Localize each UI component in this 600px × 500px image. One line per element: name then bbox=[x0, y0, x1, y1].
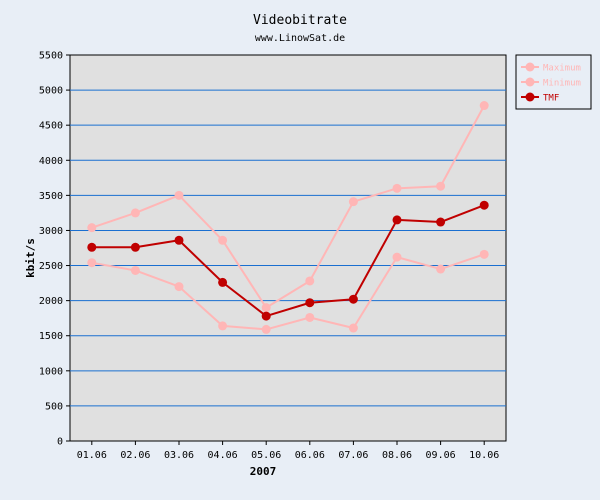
x-tick-label: 01.06 bbox=[77, 450, 107, 461]
plot-area bbox=[69, 54, 507, 442]
x-tick-label: 06.06 bbox=[295, 450, 325, 461]
data-point bbox=[218, 235, 228, 245]
data-point bbox=[436, 217, 446, 227]
x-axis-title: 2007 bbox=[250, 465, 277, 478]
data-point bbox=[130, 208, 140, 218]
series-layer bbox=[87, 101, 489, 334]
y-tick-label: 0 bbox=[57, 437, 63, 448]
legend-swatch-marker bbox=[525, 77, 535, 87]
series-tmf bbox=[87, 200, 489, 321]
legend-label: TMF bbox=[543, 94, 559, 104]
data-point bbox=[348, 197, 358, 207]
y-axis-title: kbit/s bbox=[24, 238, 37, 278]
data-point bbox=[348, 294, 358, 304]
data-point bbox=[87, 258, 97, 268]
data-point bbox=[218, 277, 228, 287]
data-point bbox=[479, 101, 489, 111]
data-point bbox=[392, 183, 402, 193]
series-line bbox=[91, 253, 485, 331]
legend: Maximum Minimum TMF bbox=[515, 54, 592, 110]
data-point bbox=[436, 264, 446, 274]
legend-swatch-marker bbox=[525, 62, 535, 72]
x-tick-label: 05.06 bbox=[251, 450, 281, 461]
y-tick-label: 2000 bbox=[39, 296, 63, 307]
data-point bbox=[218, 321, 228, 331]
x-tick-label: 10.06 bbox=[469, 450, 499, 461]
x-axis-ticks: 01.06 02.06 03.06 04.06 05.06 06.06 07.06 08.06… bbox=[77, 441, 499, 461]
data-point bbox=[305, 276, 315, 286]
data-point bbox=[348, 323, 358, 333]
data-point bbox=[479, 249, 489, 259]
data-point bbox=[130, 242, 140, 252]
x-tick-label: 03.06 bbox=[164, 450, 194, 461]
data-point bbox=[392, 215, 402, 225]
y-tick-label: 4000 bbox=[39, 156, 63, 167]
y-tick-label: 1000 bbox=[39, 366, 63, 377]
chart-subtitle: www.LinowSat.de bbox=[255, 33, 345, 44]
data-point bbox=[479, 200, 489, 210]
legend-swatch-marker bbox=[525, 92, 535, 102]
data-point bbox=[87, 223, 97, 233]
data-point bbox=[87, 242, 97, 252]
data-point bbox=[174, 190, 184, 200]
data-point bbox=[174, 235, 184, 245]
series-maximum bbox=[87, 101, 489, 313]
x-tick-label: 07.06 bbox=[338, 450, 368, 461]
data-point bbox=[261, 324, 271, 334]
y-tick-label: 3500 bbox=[39, 191, 63, 202]
chart-title: Videobitrate bbox=[253, 13, 347, 28]
series-line bbox=[91, 105, 486, 309]
data-point bbox=[305, 312, 315, 322]
y-axis-ticks: 0 500 1000 1500 2000 2500 3000 3500 4000 4500 5000… bbox=[39, 51, 70, 448]
y-tick-label: 2500 bbox=[39, 261, 63, 272]
y-tick-label: 5500 bbox=[39, 51, 63, 62]
x-tick-label: 02.06 bbox=[120, 450, 150, 461]
series-line bbox=[91, 204, 485, 318]
y-tick-label: 4500 bbox=[39, 121, 63, 132]
legend-label: Maximum bbox=[543, 64, 581, 74]
y-tick-label: 3000 bbox=[39, 226, 63, 237]
x-tick-label: 09.06 bbox=[426, 450, 456, 461]
y-tick-label: 500 bbox=[45, 401, 63, 412]
x-tick-label: 08.06 bbox=[382, 450, 412, 461]
y-tick-label: 1500 bbox=[39, 331, 63, 342]
data-point bbox=[174, 282, 184, 292]
gridlines bbox=[70, 89, 506, 407]
data-point bbox=[130, 265, 140, 275]
data-point bbox=[436, 181, 446, 191]
y-tick-label: 5000 bbox=[39, 86, 63, 97]
series-minimum bbox=[87, 249, 489, 334]
x-tick-label: 04.06 bbox=[208, 450, 238, 461]
data-point bbox=[261, 311, 271, 321]
legend-label: Minimum bbox=[543, 79, 581, 89]
data-point bbox=[261, 303, 271, 313]
data-point bbox=[305, 298, 315, 308]
data-point bbox=[392, 252, 402, 262]
